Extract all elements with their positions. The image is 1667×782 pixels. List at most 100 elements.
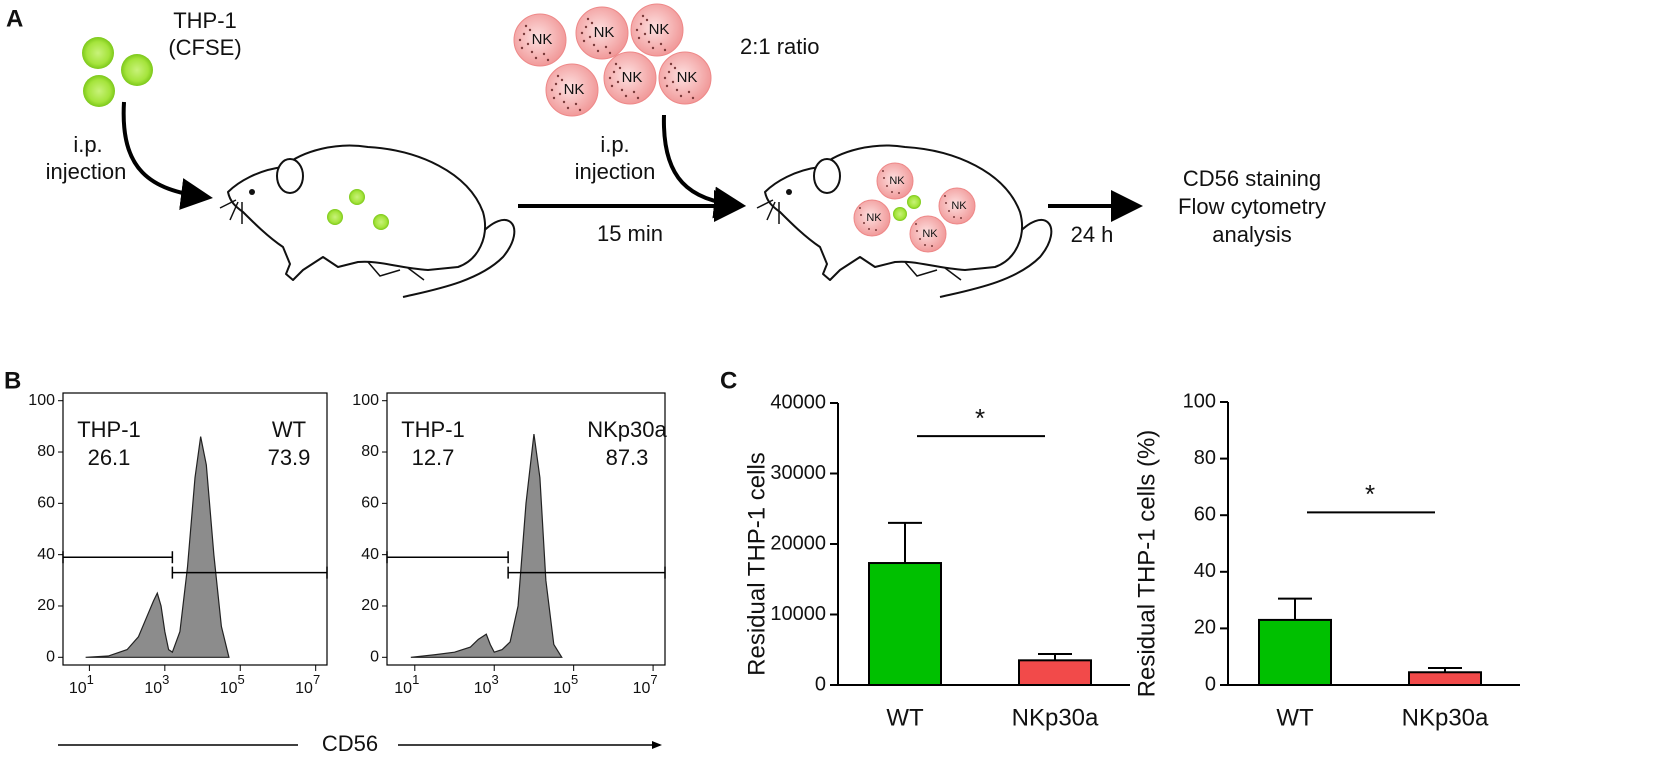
y-tick-label: 60 bbox=[1194, 503, 1216, 525]
x-tick-label: 101 bbox=[394, 672, 419, 697]
y-tick-label: 80 bbox=[1194, 447, 1216, 469]
histogram bbox=[85, 436, 230, 658]
y-tick-label: 10000 bbox=[770, 603, 826, 625]
y-tick-label: 20 bbox=[37, 597, 55, 614]
y-tick-label: 20 bbox=[361, 597, 379, 614]
cfse-cells bbox=[82, 37, 153, 107]
tick-base: 10 bbox=[633, 680, 651, 697]
time-label: 15 min bbox=[597, 221, 663, 246]
tick-exponent: 7 bbox=[650, 672, 657, 687]
tick-exponent: 5 bbox=[571, 672, 578, 687]
y-tick-label: 100 bbox=[352, 392, 379, 409]
nk-text: NK bbox=[866, 212, 882, 224]
injection-label: injection bbox=[575, 159, 656, 184]
significance-label: * bbox=[1365, 479, 1375, 509]
cells-in-mouse bbox=[893, 195, 921, 221]
x-tick-label: 101 bbox=[69, 672, 94, 697]
y-tick-label: 40 bbox=[37, 546, 55, 563]
nk-text: NK bbox=[677, 69, 698, 86]
x-tick-label: WT bbox=[886, 704, 924, 731]
y-tick-label: 0 bbox=[815, 673, 826, 695]
tick-exponent: 1 bbox=[87, 672, 94, 687]
tick-base: 10 bbox=[553, 680, 571, 697]
gate-name: THP-1 bbox=[401, 417, 465, 442]
readout: CD56 staining bbox=[1183, 166, 1321, 191]
cell-name: (CFSE) bbox=[168, 35, 241, 60]
plot-frame bbox=[62, 392, 328, 666]
nk-text: NK bbox=[564, 81, 585, 98]
nk-text: NK bbox=[922, 228, 938, 240]
tick-exponent: 5 bbox=[238, 672, 245, 687]
panel-label: C bbox=[720, 367, 737, 394]
gate-name: THP-1 bbox=[77, 417, 141, 442]
bar bbox=[1258, 618, 1332, 686]
x-tick-label: 105 bbox=[220, 672, 245, 697]
bar bbox=[1018, 659, 1092, 687]
y-tick-label: 40 bbox=[361, 546, 379, 563]
ratio-label: 2:1 ratio bbox=[740, 34, 820, 59]
tick-base: 10 bbox=[144, 680, 162, 697]
tick-exponent: 3 bbox=[162, 672, 169, 687]
y-tick-label: 20 bbox=[1194, 617, 1216, 639]
nk-text: NK bbox=[889, 175, 905, 187]
gate-value: 87.3 bbox=[606, 445, 649, 470]
x-tick-label: 105 bbox=[553, 672, 578, 697]
y-tick-label: 60 bbox=[37, 495, 55, 512]
x-tick-label: WT bbox=[1276, 704, 1314, 731]
time-label: 24 h bbox=[1071, 222, 1114, 247]
x-axis-label: CD56 bbox=[322, 731, 378, 756]
bar bbox=[1408, 671, 1482, 687]
x-tick-label: 103 bbox=[474, 672, 499, 697]
tick-base: 10 bbox=[220, 680, 238, 697]
readout: Flow cytometry bbox=[1178, 194, 1326, 219]
x-tick-label: NKp30a bbox=[1402, 704, 1489, 731]
x-tick-label: 107 bbox=[633, 672, 658, 697]
significance-label: * bbox=[975, 403, 985, 433]
gate-name: NKp30a bbox=[587, 417, 667, 442]
tick-base: 10 bbox=[295, 680, 313, 697]
x-tick-label: 107 bbox=[295, 672, 320, 697]
y-tick-label: 40000 bbox=[770, 391, 826, 413]
y-axis-label: Residual THP-1 cells (%) bbox=[1133, 430, 1160, 698]
y-tick-label: 30000 bbox=[770, 462, 826, 484]
y-tick-label: 80 bbox=[361, 443, 379, 460]
y-tick-label: 100 bbox=[1183, 390, 1216, 412]
gate-name: WT bbox=[272, 417, 306, 442]
panel-label: A bbox=[6, 5, 23, 32]
cell-name: THP-1 bbox=[173, 8, 237, 33]
tick-exponent: 7 bbox=[313, 672, 320, 687]
y-tick-label: 0 bbox=[46, 649, 55, 666]
plots: 020406080100101103105107THP-126.1WT73.90… bbox=[28, 390, 1520, 731]
nk-text: NK bbox=[594, 24, 615, 41]
injection-label: i.p. bbox=[73, 132, 102, 157]
y-tick-label: 0 bbox=[1205, 673, 1216, 695]
gate-value: 73.9 bbox=[268, 445, 311, 470]
nk-text: NK bbox=[532, 31, 553, 48]
y-tick-label: 40 bbox=[1194, 560, 1216, 582]
y-tick-label: 80 bbox=[37, 443, 55, 460]
tick-exponent: 1 bbox=[412, 672, 419, 687]
y-tick-label: 100 bbox=[28, 392, 55, 409]
nk-cells-in-mouse: NK NK NK NK bbox=[853, 162, 976, 253]
histogram bbox=[410, 433, 563, 658]
arrow bbox=[121, 101, 213, 210]
plot-frame bbox=[386, 392, 666, 666]
x-tick-label: 103 bbox=[144, 672, 169, 697]
tick-exponent: 3 bbox=[492, 672, 499, 687]
tick-base: 10 bbox=[474, 680, 492, 697]
nk-text: NK bbox=[951, 200, 967, 212]
y-axis-label: Residual THP-1 cells bbox=[743, 452, 770, 676]
nk-cells: NK NK NK NK NK NK bbox=[513, 3, 712, 117]
bar bbox=[868, 562, 942, 686]
injection-label: injection bbox=[46, 159, 127, 184]
panel-label: B bbox=[4, 367, 21, 394]
readout: analysis bbox=[1212, 222, 1291, 247]
arrow bbox=[661, 114, 746, 219]
injection-label: i.p. bbox=[600, 132, 629, 157]
gate-value: 26.1 bbox=[88, 445, 131, 470]
y-tick-label: 0 bbox=[370, 649, 379, 666]
cells-in-mouse bbox=[327, 189, 389, 230]
nk-text: NK bbox=[649, 21, 670, 38]
y-tick-label: 60 bbox=[361, 495, 379, 512]
